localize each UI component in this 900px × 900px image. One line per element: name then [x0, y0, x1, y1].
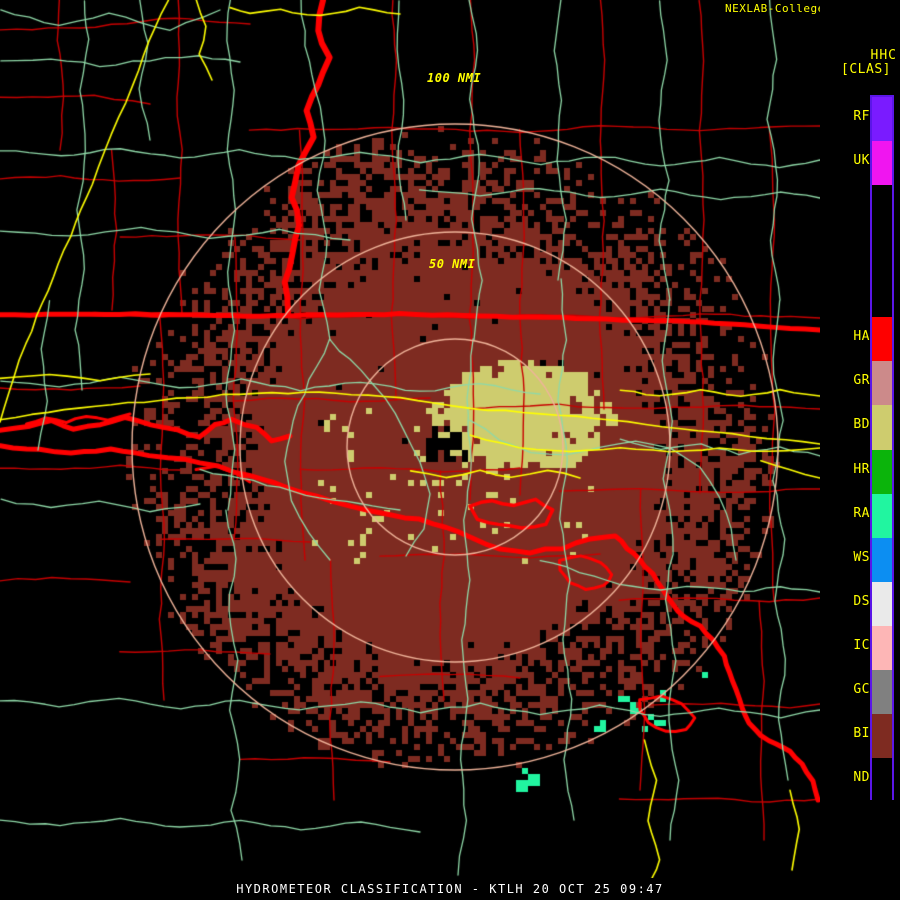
legend-label-ha: HA	[853, 329, 870, 345]
legend-band-ground-clutter[interactable]	[872, 669, 892, 714]
range-ring-100-label: 100 NMI	[427, 71, 482, 85]
legend-panel: HHC [CLAS] RF UK HA GR BD HR RA WS DS IC GC BI ND	[820, 0, 900, 878]
legend-label-gc: GC	[853, 681, 870, 697]
legend-band-hail-rain[interactable]	[872, 317, 892, 362]
range-ring-50-label: 50 NMI	[429, 257, 476, 271]
legend-band-wet-snow[interactable]	[872, 537, 892, 582]
legend-band-gap-3[interactable]	[872, 273, 892, 318]
status-bar: HYDROMETEOR CLASSIFICATION - KTLH 20 OCT…	[0, 878, 900, 900]
legend-label-ws: WS	[853, 549, 870, 565]
legend-label-ds: DS	[853, 593, 870, 609]
radar-map-viewport[interactable]	[0, 0, 820, 878]
legend-band-rain[interactable]	[872, 493, 892, 538]
legend-band-big-drops[interactable]	[872, 405, 892, 450]
legend-label-gr: GR	[853, 373, 870, 389]
legend-label-nd: ND	[853, 769, 870, 785]
legend-band-dry-snow[interactable]	[872, 581, 892, 626]
legend-label-ic: IC	[853, 637, 870, 653]
legend-subtitle: [CLAS]	[841, 62, 891, 77]
legend-band-graupel[interactable]	[872, 361, 892, 406]
legend-band-gap-1[interactable]	[872, 185, 892, 230]
legend-band-gap-2[interactable]	[872, 229, 892, 274]
legend-band-biological[interactable]	[872, 713, 892, 758]
radar-map-canvas[interactable]	[0, 0, 820, 878]
legend-label-bi: BI	[853, 725, 870, 741]
legend-label-ra: RA	[853, 505, 870, 521]
legend-band-no-data[interactable]	[872, 757, 892, 802]
legend-label-rf: RF	[853, 109, 870, 125]
legend-band-ice-crystals[interactable]	[872, 625, 892, 670]
legend-label-bd: BD	[853, 417, 870, 433]
legend-band-range-folded[interactable]	[872, 97, 892, 142]
legend-band-heavy-rain[interactable]	[872, 449, 892, 494]
legend-band-unknown[interactable]	[872, 141, 892, 186]
legend-title: HHC	[870, 48, 897, 63]
legend-label-hr: HR	[853, 461, 870, 477]
legend-colorbar[interactable]	[870, 95, 894, 802]
legend-label-uk: UK	[853, 153, 870, 169]
